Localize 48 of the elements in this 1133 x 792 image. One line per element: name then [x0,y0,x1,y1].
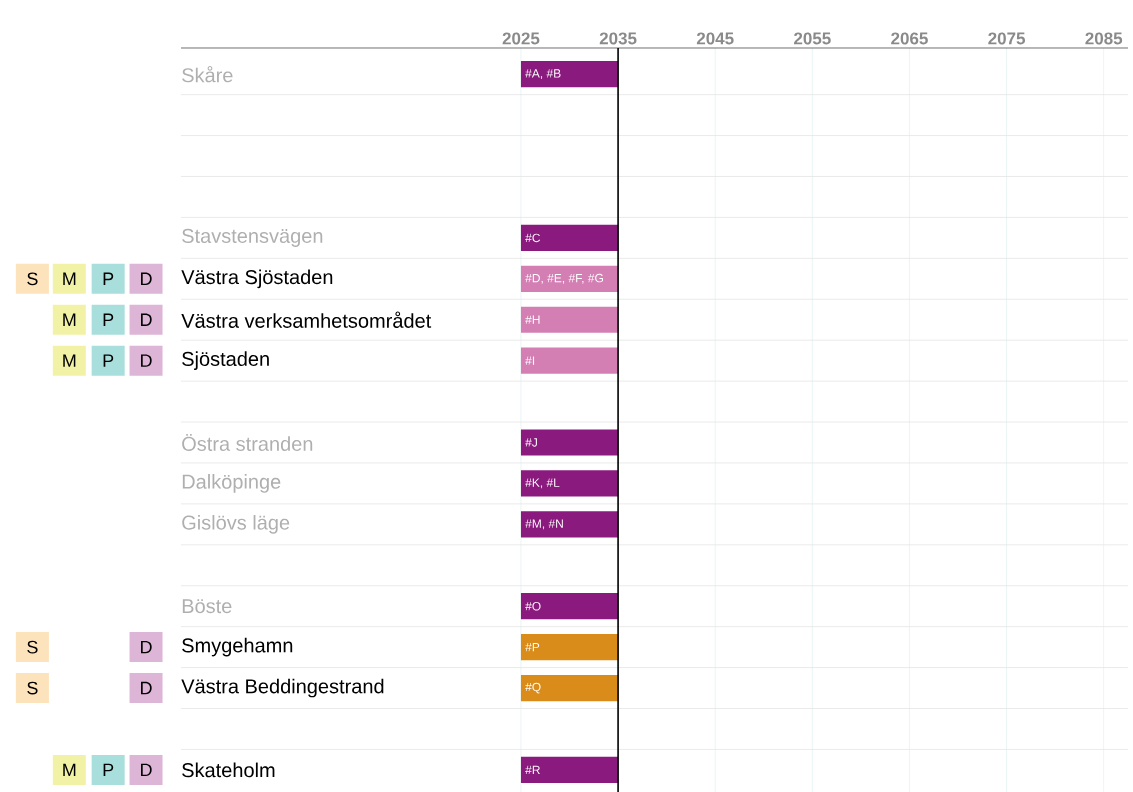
x-tick-label: 2085 [1085,32,1123,45]
text: M [63,354,76,367]
y-tick-label: Böste [182,599,232,614]
x-tick-label: 2035 [599,32,637,45]
text: D [141,354,152,367]
text: S [27,681,38,695]
text: S [27,640,38,654]
data-label: #A, #B [525,69,561,80]
y-tick-label: Skateholm [182,762,275,778]
text: D [141,640,152,654]
data-label: #H [525,315,540,324]
data-label: #D, #E, #F, #G [525,273,603,284]
data-label: #Q [525,682,541,694]
y-tick-label: Skåre [182,66,233,83]
y-tick-label: Dalköpinge [182,474,281,493]
y-tick-label: Smygehamn [182,637,293,657]
text: P [103,763,114,777]
y-tick-label: Västra Sjöstaden [181,269,333,289]
x-tick-label: 2065 [891,32,928,45]
text: S [27,272,38,286]
text: D [141,763,152,777]
text: P [103,313,114,326]
text: P [103,354,114,367]
x-tick-label: 2045 [696,32,734,45]
data-label: #J [525,438,537,447]
text: D [141,272,152,285]
data-label: #R [525,765,540,775]
x-tick-label: 2075 [988,32,1026,45]
text: M [63,313,76,326]
x-tick-label: 2025 [502,32,540,45]
text: P [103,272,114,285]
data-label: #M, #N [525,519,563,530]
y-tick-label: Västra Beddingestrand [181,678,384,698]
y-tick-label: Östra stranden [182,434,313,451]
y-tick-label: Stavstensvägen [182,228,323,247]
data-label: #I [525,356,535,365]
y-tick-label: Sjöstaden [182,351,269,370]
y-tick-label: Gislövs läge [182,515,290,534]
text: D [141,313,152,326]
y-tick-label: Västra verksamhetsområdet [181,311,432,328]
data-label: #P [525,643,540,652]
x-tick-label: 2055 [794,32,831,45]
data-label: #K, #L [525,478,560,489]
data-label: #O [525,601,541,611]
text: D [141,681,152,695]
data-label: #C [525,233,541,243]
text: M [63,272,76,285]
text: M [63,763,76,777]
